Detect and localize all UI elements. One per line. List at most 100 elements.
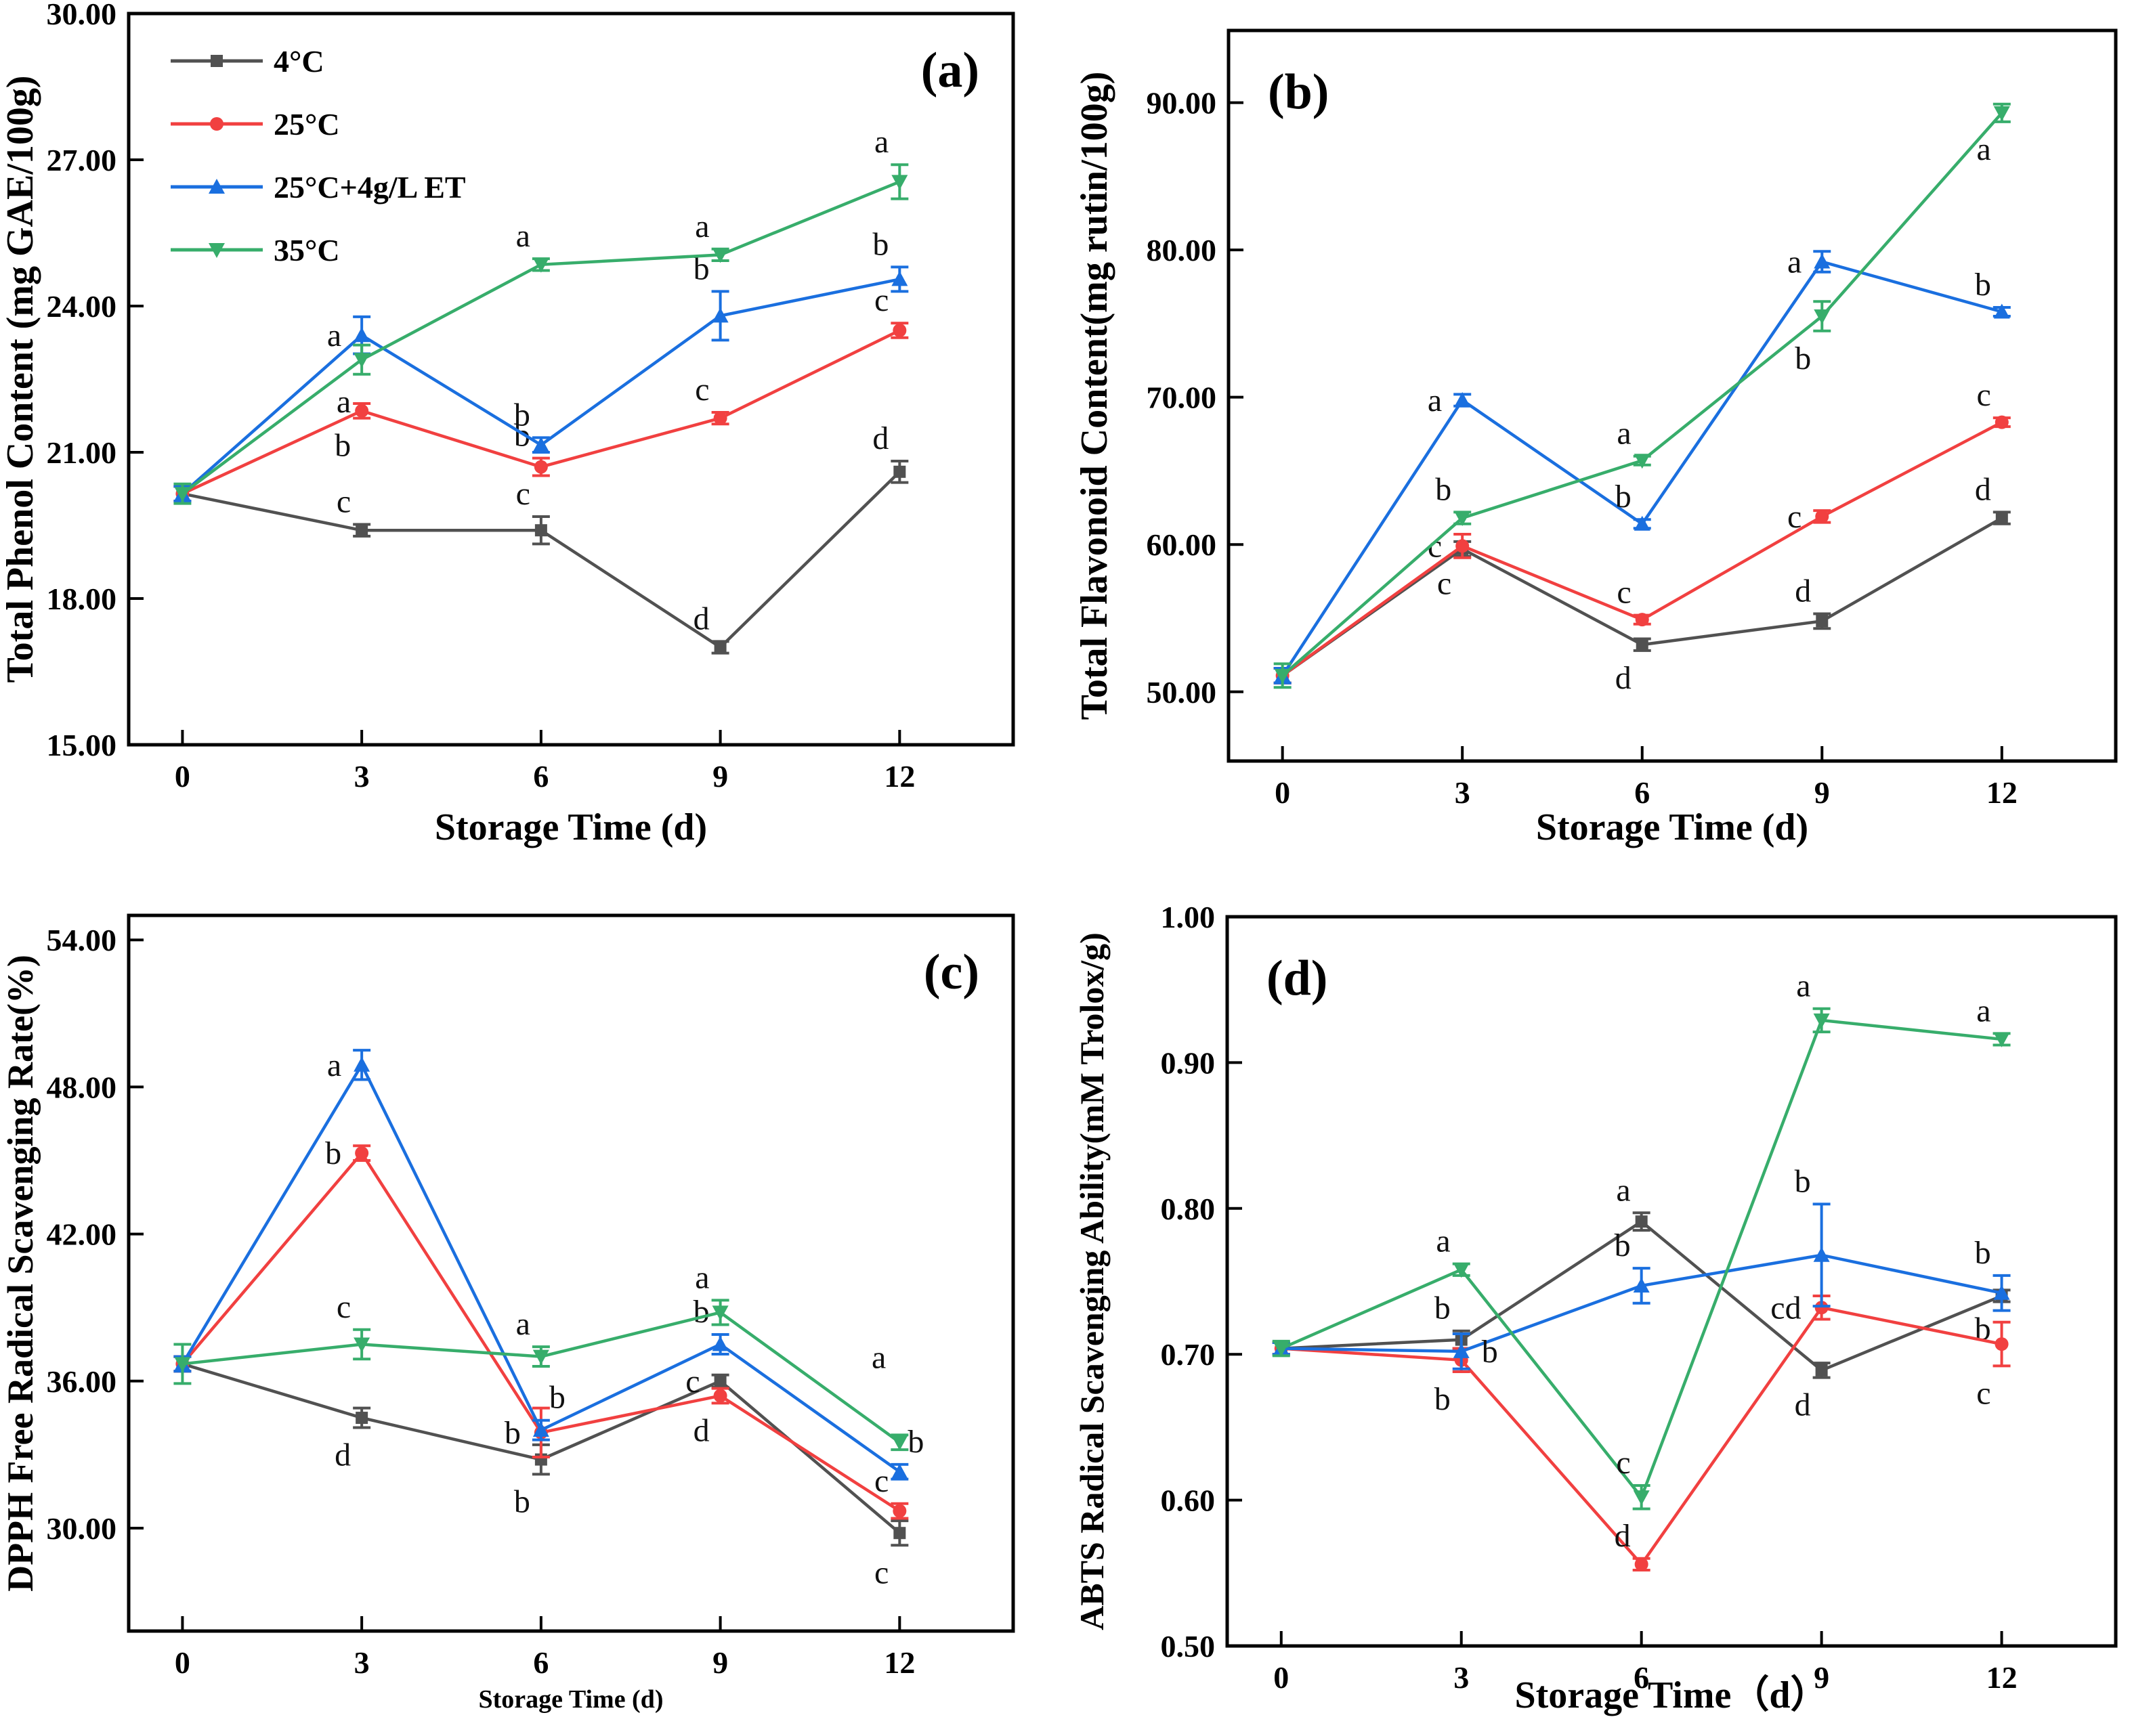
panel-b-total-flavonoid: 50.00 60.00 70.00 80.00 90.00 0 3 6 9 12 Total Fla… (1066, 0, 2132, 868)
data-marker-triangle-up (1993, 303, 2010, 319)
x-tick-label: 12 (1986, 1660, 2018, 1695)
x-tick-label: 3 (354, 759, 370, 794)
data-marker-circle (1815, 509, 1829, 523)
y-tick-label: 0.70 (1161, 1337, 1216, 1372)
y-tick-label: 0.90 (1161, 1045, 1216, 1080)
plot-box (127, 12, 1015, 747)
series-4°C: c c d d (173, 420, 909, 655)
significance-letter: a (1796, 968, 1810, 1004)
legend: 4°C 25°C 25°C+4g/L ET 35°C (171, 44, 466, 267)
y-axis-title: Total Phenol Content (mg GAE/100g) (0, 75, 41, 682)
significance-letter: c (1976, 1375, 1990, 1411)
significance-letter: c (1617, 575, 1631, 611)
series-35°C: aa aa (173, 124, 909, 505)
significance-letter: c (1437, 566, 1451, 602)
panel-c-svg: 30.00 36.00 42.00 48.00 54.00 0 3 6 9 12 DPPH Free… (0, 913, 1015, 1714)
data-marker-circle (713, 1389, 727, 1403)
series-line (1280, 1018, 2002, 1500)
significance-letter: c (1787, 499, 1801, 535)
series-25°C+4g/L ET: abbb (173, 1047, 924, 1481)
x-tick-label: 6 (1634, 775, 1650, 810)
significance-letter: d (694, 601, 710, 636)
data-marker-circle (1814, 1301, 1829, 1315)
significance-letter: d (694, 1412, 710, 1448)
data-marker-triangle-down (1813, 1013, 1830, 1028)
data-marker-triangle-up (1453, 1343, 1470, 1358)
significance-letter: b (1435, 471, 1451, 507)
significance-letter: b (694, 1294, 710, 1330)
data-marker-triangle-up (891, 271, 908, 286)
x-tick-label: 0 (175, 1645, 190, 1680)
data-marker-square (1636, 638, 1648, 651)
data-marker-triangle-up (1814, 253, 1831, 269)
x-axis-title: Storage Time（d） (1514, 1674, 1828, 1716)
data-marker-circle (893, 1504, 907, 1518)
data-marker-triangle-down (712, 248, 729, 263)
plot-box (1227, 28, 2118, 763)
y-tick-label: 90.00 (1147, 86, 1217, 121)
data-marker-triangle-up (712, 1336, 729, 1351)
x-axis: 0 3 6 9 12 (175, 1616, 915, 1680)
data-marker-triangle-down (712, 1305, 729, 1321)
series-25°C: b b c c (173, 282, 909, 502)
x-axis: 0 3 6 9 12 (175, 730, 915, 794)
data-marker-square (1635, 1215, 1648, 1228)
data-marker-square (211, 55, 223, 67)
data-marker-square (356, 1412, 368, 1425)
data-marker-triangle-down (532, 257, 549, 273)
data-marker-triangle-down (1274, 668, 1291, 684)
significance-letter: a (337, 384, 351, 420)
data-marker-triangle-down (1453, 1263, 1470, 1278)
significance-letter: b (335, 428, 351, 464)
data-marker-triangle-down (354, 1337, 370, 1353)
significance-letter: a (1787, 244, 1801, 280)
y-tick-label: 0.80 (1161, 1192, 1216, 1226)
data-marker-triangle-down (209, 243, 225, 258)
panel-b-svg: 50.00 60.00 70.00 80.00 90.00 0 3 6 9 12 Total Fla… (1073, 28, 2118, 848)
data-marker-circle (1995, 1337, 2009, 1351)
significance-letter: b (514, 1483, 530, 1519)
legend-label: 25°C+4g/L ET (274, 170, 466, 204)
y-tick-label: 30.00 (47, 0, 117, 31)
significance-letter: b (1975, 267, 1991, 303)
y-tick-label: 80.00 (1147, 233, 1217, 267)
y-tick-label: 1.00 (1161, 900, 1216, 934)
significance-letter: c (695, 372, 709, 408)
data-marker-triangle-down (354, 353, 370, 368)
y-tick-label: 0.50 (1161, 1629, 1216, 1664)
series-line (1281, 1305, 2003, 1567)
significance-letter: d (1975, 471, 1991, 507)
significance-letter: b (549, 1380, 566, 1416)
data-marker-triangle-up (1813, 1246, 1830, 1262)
x-tick-label: 6 (1634, 1660, 1649, 1695)
panel-d-abts: 0.50 0.60 0.70 0.80 0.90 1.00 0 3 6 9 12 ABTS Radic… (1066, 868, 2132, 1736)
data-marker-circle (1634, 1557, 1648, 1571)
data-marker-square (714, 641, 727, 653)
y-axis-title: ABTS Radical Scavenging Ability(mM Trolo… (1073, 932, 1111, 1630)
data-marker-triangle-down (532, 1349, 549, 1365)
significance-letter: a (516, 218, 530, 254)
significance-letter: c (337, 484, 351, 520)
series-line (182, 471, 901, 649)
data-marker-circle (713, 411, 727, 425)
significance-letter: b (872, 226, 889, 262)
plot-box (127, 913, 1015, 1633)
y-tick-label: 70.00 (1147, 381, 1217, 415)
panel-letter: (b) (1268, 64, 1329, 120)
x-tick-label: 6 (533, 1645, 549, 1680)
data-marker-triangle-down (1273, 1341, 1289, 1357)
panel-a-svg: 15.00 18.00 21.00 24.00 27.00 30.00 0 3 6 9 12 Tota… (0, 0, 1015, 848)
significance-letter: a (1428, 383, 1442, 418)
significance-letter: c (337, 1289, 351, 1325)
significance-letter: b (1482, 1334, 1498, 1370)
y-tick-label: 50.00 (1147, 675, 1217, 710)
significance-letter: d (1795, 1387, 1811, 1423)
significance-letter: b (908, 1424, 924, 1460)
data-marker-triangle-up (354, 327, 370, 343)
x-axis-title: Storage Time (d) (435, 806, 707, 848)
data-marker-triangle-up (532, 1422, 549, 1437)
plot-box (1225, 915, 2118, 1648)
x-tick-label: 3 (1455, 775, 1470, 810)
data-marker-triangle-down (1634, 454, 1650, 469)
panel-letter: (d) (1266, 951, 1327, 1006)
